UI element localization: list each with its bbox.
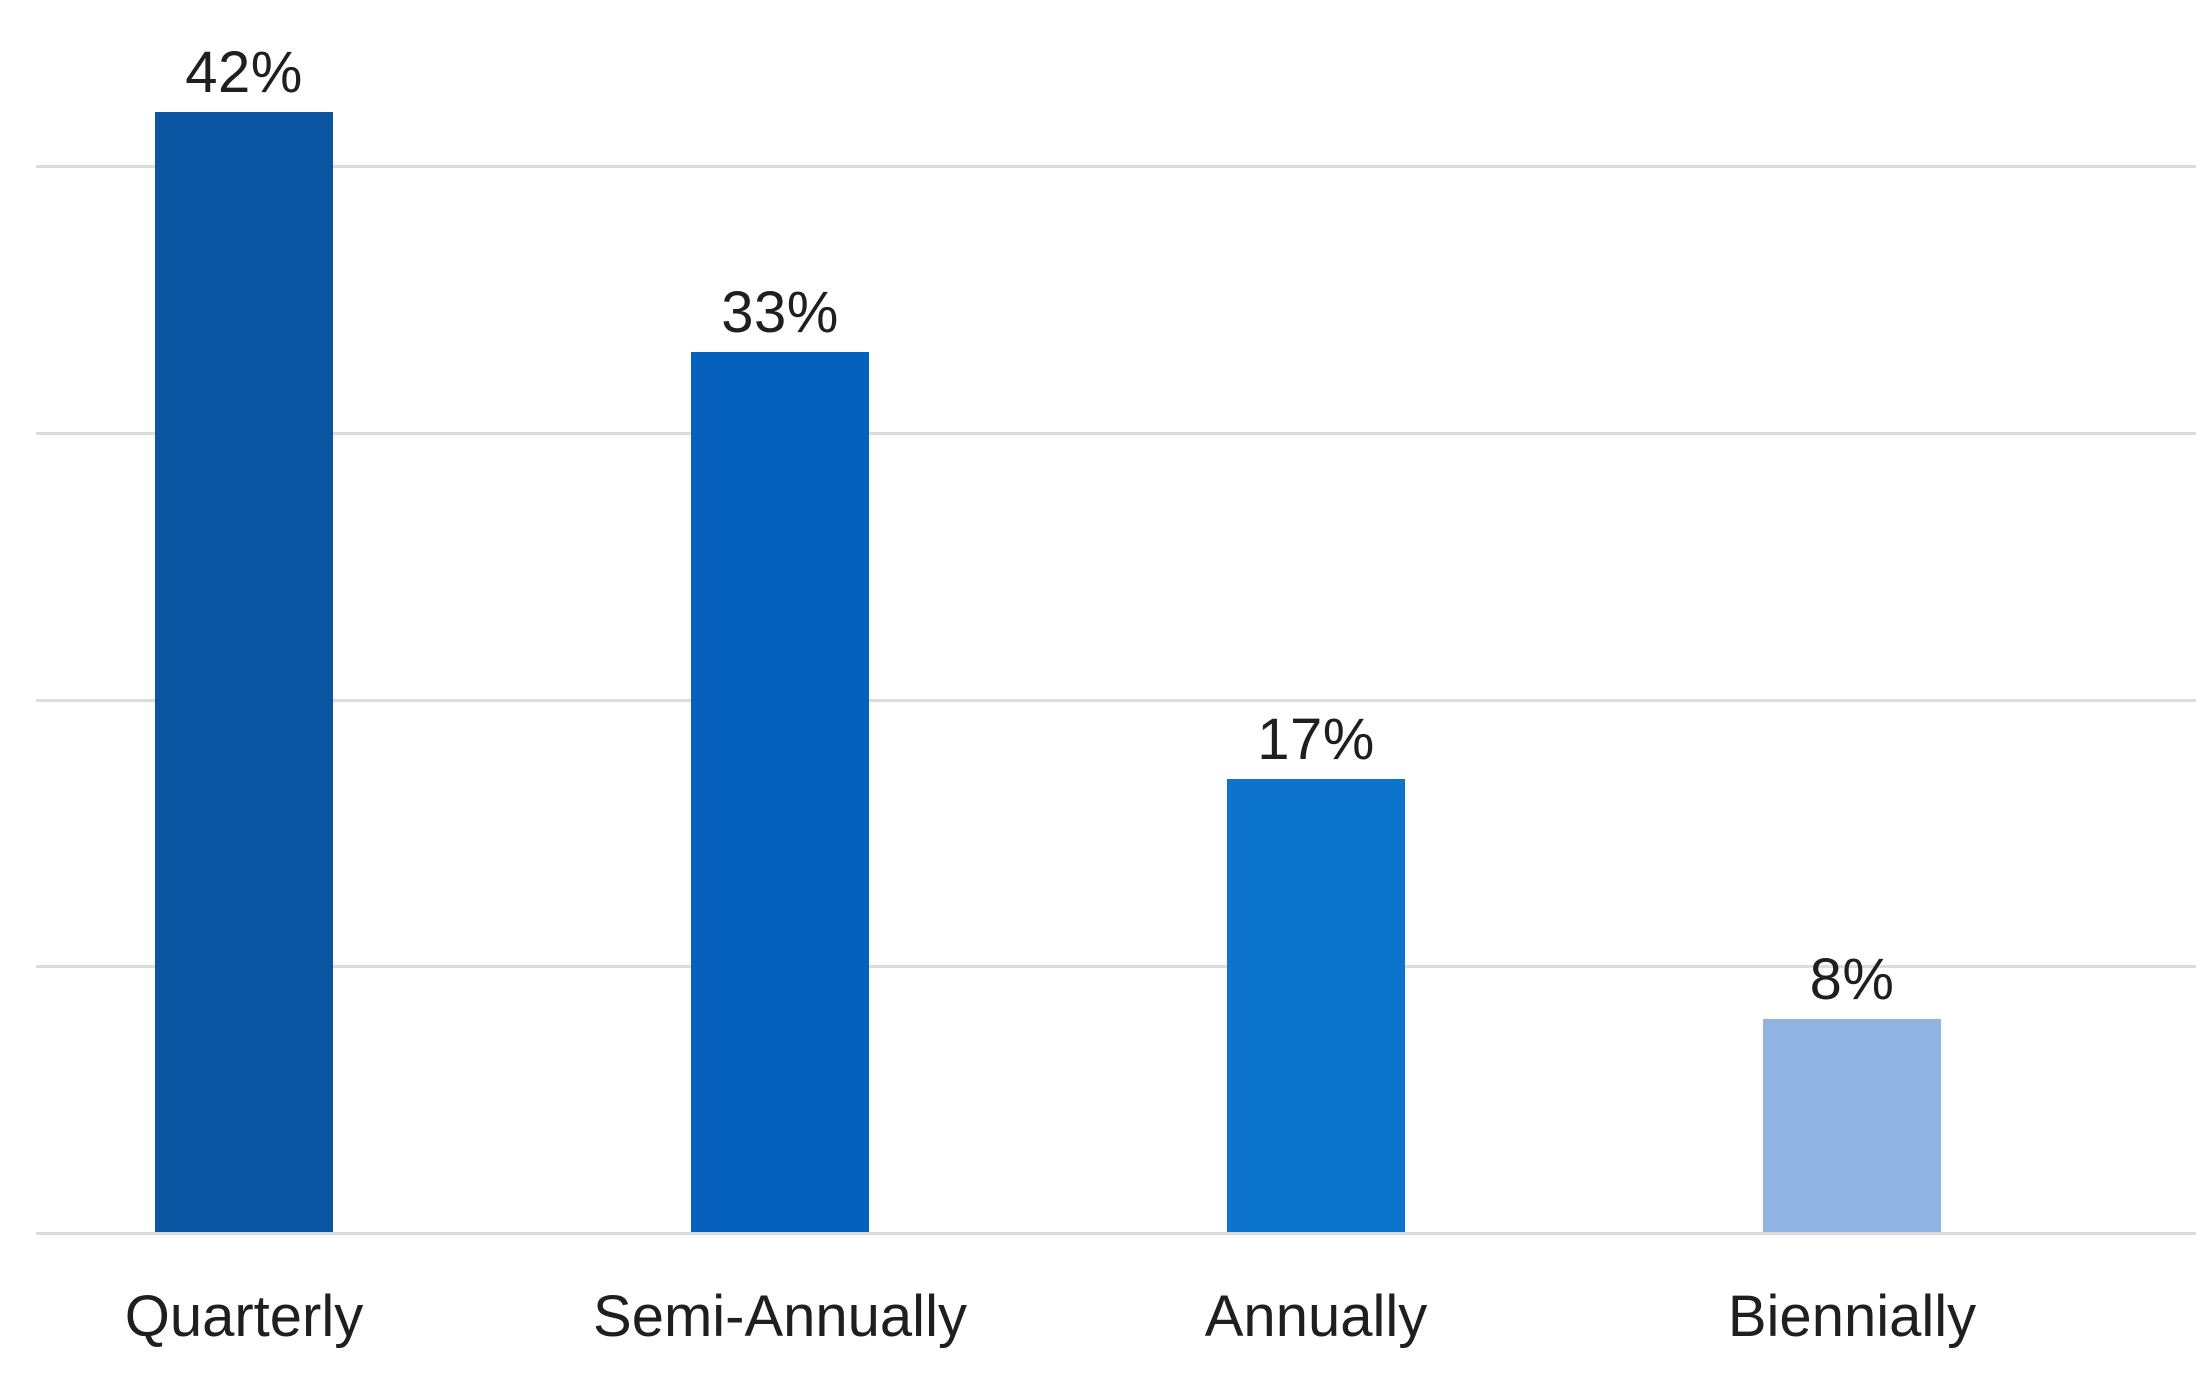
bar xyxy=(155,112,333,1232)
bar-value-label: 33% xyxy=(721,280,839,345)
baseline-gridline xyxy=(36,1232,2196,1235)
gridline xyxy=(36,165,2196,168)
bar xyxy=(1227,779,1405,1232)
bar-value-label: 42% xyxy=(185,40,303,105)
x-axis-label: Quarterly xyxy=(124,1284,364,1349)
bar-value-label: 8% xyxy=(1809,947,1895,1012)
bar-value-label: 17% xyxy=(1257,707,1375,772)
gridline xyxy=(36,699,2196,702)
gridline xyxy=(36,432,2196,435)
x-axis-label: Annually xyxy=(1204,1284,1428,1349)
bar xyxy=(1763,1019,1941,1232)
gridline xyxy=(36,965,2196,968)
bar xyxy=(691,352,869,1232)
x-axis-label: Semi-Annually xyxy=(593,1284,967,1349)
x-axis-label: Biennially xyxy=(1727,1284,1977,1349)
